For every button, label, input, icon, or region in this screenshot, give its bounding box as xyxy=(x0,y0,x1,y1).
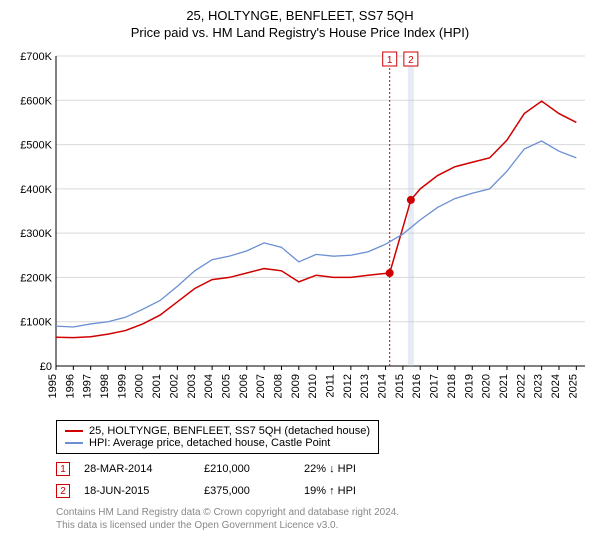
legend-row-2: HPI: Average price, detached house, Cast… xyxy=(65,437,370,449)
x-tick-label: 1995 xyxy=(47,374,59,398)
x-tick-label: 2010 xyxy=(307,374,319,398)
x-tick-label: 2011 xyxy=(325,374,337,398)
x-tick-label: 2020 xyxy=(481,374,493,398)
footnote-line-1: Contains HM Land Registry data © Crown c… xyxy=(56,506,590,519)
footnote: Contains HM Land Registry data © Crown c… xyxy=(56,506,590,532)
x-tick-label: 2017 xyxy=(429,374,441,398)
legend-box: 25, HOLTYNGE, BENFLEET, SS7 5QH (detache… xyxy=(56,420,379,454)
marker-dot xyxy=(386,269,394,277)
legend-row-1: 25, HOLTYNGE, BENFLEET, SS7 5QH (detache… xyxy=(65,425,370,437)
chart-area: £0 £100K £200K £300K £400K £500K £600K £700K 199… xyxy=(10,46,590,416)
y-tick-label: £500K xyxy=(20,140,52,152)
y-tick-label: £600K xyxy=(20,95,52,107)
marker-date: 18-JUN-2015 xyxy=(84,485,204,497)
marker-row: 2 18-JUN-2015£375,00019% ↑ HPI xyxy=(56,484,590,498)
x-tick-label: 2012 xyxy=(342,374,354,398)
x-tick-label: 1998 xyxy=(99,374,111,398)
marker-diff: 22% ↓ HPI xyxy=(304,463,404,475)
x-tick-label: 2002 xyxy=(168,374,180,398)
x-tick-label: 2016 xyxy=(411,374,423,398)
marker-badge: 1 xyxy=(387,55,393,66)
series-price_paid xyxy=(56,101,576,337)
x-tick-label: 2022 xyxy=(515,374,527,398)
markers-list: 1 28-MAR-2014£210,00022% ↓ HPI 2 18-JUN-201… xyxy=(10,462,590,498)
footnote-line-2: This data is licensed under the Open Gov… xyxy=(56,519,590,532)
legend: 25, HOLTYNGE, BENFLEET, SS7 5QH (detache… xyxy=(10,420,590,454)
marker-price: £210,000 xyxy=(204,463,304,475)
y-tick-label: £400K xyxy=(20,184,52,196)
x-tick-label: 2023 xyxy=(533,374,545,398)
x-tick-label: 2005 xyxy=(220,374,232,398)
y-tick-label: £700K xyxy=(20,51,52,63)
x-tick-label: 1999 xyxy=(116,374,128,398)
x-tick-label: 2025 xyxy=(567,374,579,398)
marker-badge-icon: 1 xyxy=(56,462,70,476)
y-tick-label: £200K xyxy=(20,272,52,284)
x-tick-label: 2013 xyxy=(359,374,371,398)
marker-dot xyxy=(407,196,415,204)
x-tick-label: 2006 xyxy=(238,374,250,398)
marker-diff: 19% ↑ HPI xyxy=(304,485,404,497)
marker-price: £375,000 xyxy=(204,485,304,497)
y-tick-label: £0 xyxy=(40,361,52,373)
marker-row: 1 28-MAR-2014£210,00022% ↓ HPI xyxy=(56,462,590,476)
marker-badge-icon: 2 xyxy=(56,484,70,498)
legend-swatch-2 xyxy=(65,442,83,444)
legend-label-1: 25, HOLTYNGE, BENFLEET, SS7 5QH (detache… xyxy=(89,425,370,437)
x-tick-label: 2024 xyxy=(550,374,562,398)
x-tick-label: 2018 xyxy=(446,374,458,398)
marker-badge: 2 xyxy=(408,55,414,66)
x-tick-label: 2009 xyxy=(290,374,302,398)
chart-title: 25, HOLTYNGE, BENFLEET, SS7 5QH xyxy=(10,8,590,23)
x-tick-label: 2004 xyxy=(203,374,215,398)
series-hpi xyxy=(56,141,576,327)
y-tick-label: £100K xyxy=(20,317,52,329)
y-tick-label: £300K xyxy=(20,228,52,240)
legend-swatch-1 xyxy=(65,430,83,432)
x-tick-label: 2001 xyxy=(151,374,163,398)
x-tick-label: 2000 xyxy=(134,374,146,398)
chart-subtitle: Price paid vs. HM Land Registry's House … xyxy=(10,25,590,40)
x-tick-label: 2014 xyxy=(377,374,389,398)
x-tick-label: 1997 xyxy=(82,374,94,398)
x-tick-label: 2003 xyxy=(186,374,198,398)
chart-svg: £0 £100K £200K £300K £400K £500K £600K £700K 199… xyxy=(10,46,590,416)
x-tick-label: 2019 xyxy=(463,374,475,398)
x-tick-label: 2008 xyxy=(272,374,284,398)
x-tick-label: 1996 xyxy=(64,374,76,398)
x-tick-label: 2015 xyxy=(394,374,406,398)
x-tick-label: 2021 xyxy=(498,374,510,398)
marker-date: 28-MAR-2014 xyxy=(84,463,204,475)
legend-label-2: HPI: Average price, detached house, Cast… xyxy=(89,437,330,449)
x-tick-label: 2007 xyxy=(255,374,267,398)
